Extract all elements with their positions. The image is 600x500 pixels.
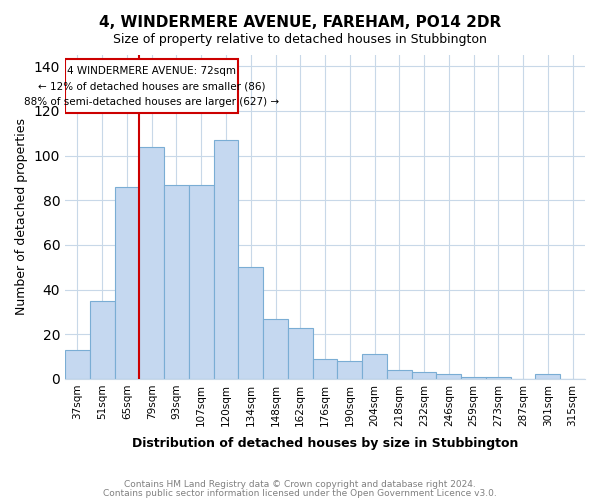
Text: Size of property relative to detached houses in Stubbington: Size of property relative to detached ho… xyxy=(113,32,487,46)
Bar xyxy=(139,146,164,379)
Bar xyxy=(412,372,436,379)
Bar xyxy=(535,374,560,379)
Bar xyxy=(90,300,115,379)
Bar xyxy=(263,318,288,379)
Text: ← 12% of detached houses are smaller (86): ← 12% of detached houses are smaller (86… xyxy=(38,82,265,92)
Bar xyxy=(337,361,362,379)
Bar xyxy=(362,354,387,379)
Bar xyxy=(65,350,90,379)
X-axis label: Distribution of detached houses by size in Stubbington: Distribution of detached houses by size … xyxy=(132,437,518,450)
Bar xyxy=(189,184,214,379)
Text: 4, WINDERMERE AVENUE, FAREHAM, PO14 2DR: 4, WINDERMERE AVENUE, FAREHAM, PO14 2DR xyxy=(99,15,501,30)
Bar xyxy=(238,267,263,379)
Text: 88% of semi-detached houses are larger (627) →: 88% of semi-detached houses are larger (… xyxy=(24,97,279,107)
Bar xyxy=(486,376,511,379)
Bar xyxy=(164,184,189,379)
Text: Contains HM Land Registry data © Crown copyright and database right 2024.: Contains HM Land Registry data © Crown c… xyxy=(124,480,476,489)
Text: 4 WINDERMERE AVENUE: 72sqm: 4 WINDERMERE AVENUE: 72sqm xyxy=(67,66,236,76)
Bar xyxy=(313,359,337,379)
Y-axis label: Number of detached properties: Number of detached properties xyxy=(15,118,28,316)
Bar xyxy=(115,187,139,379)
Bar xyxy=(214,140,238,379)
Bar xyxy=(387,370,412,379)
Bar xyxy=(461,376,486,379)
Bar xyxy=(288,328,313,379)
Bar xyxy=(436,374,461,379)
Text: Contains public sector information licensed under the Open Government Licence v3: Contains public sector information licen… xyxy=(103,488,497,498)
Bar xyxy=(65,60,238,113)
